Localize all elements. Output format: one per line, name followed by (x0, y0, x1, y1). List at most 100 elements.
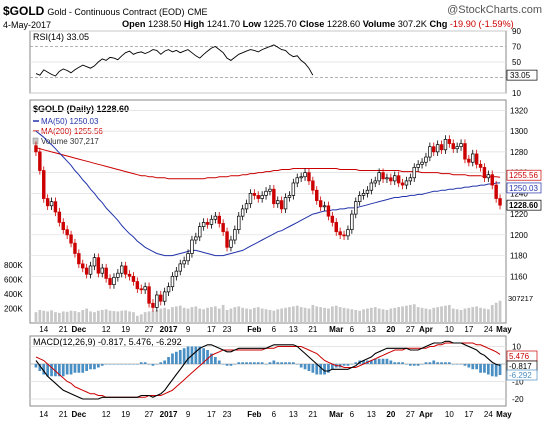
ohlc-readout: Open 1238.50 High 1241.70 Low 1225.70 Cl… (122, 19, 514, 29)
macd-tick-label: -20 (512, 395, 524, 404)
candle-body (350, 213, 354, 231)
volume-bar (389, 308, 393, 323)
volume-bar (307, 308, 311, 323)
macd-histogram-bar (486, 364, 490, 375)
macd-histogram-bar (424, 362, 428, 364)
volume-bar (428, 309, 432, 323)
candle-body (299, 176, 303, 179)
x-tick-label-mid: Mar (329, 325, 343, 334)
macd-histogram-bar (381, 358, 385, 364)
candle-body (361, 192, 366, 196)
x-tick-label-bottom: 14 (39, 410, 48, 419)
volume-bar (96, 310, 100, 323)
ma50-last-label-box (506, 182, 542, 194)
candle-body (100, 267, 104, 274)
x-tick-label-bottom: 23 (223, 410, 232, 419)
volume-bar (139, 314, 143, 323)
macd-histogram-bar (112, 364, 116, 365)
macd-histogram-bar (459, 364, 463, 365)
macd-panel: MACD(12,26,9) -0.817, 5.476, -6.292 -20 -… (29, 335, 538, 407)
volume-bar (276, 309, 280, 323)
volume-bar (217, 308, 221, 323)
x-tick-label-mid: 2017 (160, 325, 178, 334)
volume-bar (416, 307, 420, 323)
legend-volume: Volume 307,217 (41, 137, 99, 146)
candle-body (264, 190, 268, 196)
macd-histogram-bar (186, 346, 190, 364)
macd-histogram-bar (120, 364, 124, 365)
macd-histogram-bar (475, 364, 479, 370)
macd-histogram-bar (291, 362, 295, 364)
volume-bar (397, 307, 401, 323)
macd-tick-label: -10 (512, 378, 524, 387)
volume-bar (54, 312, 57, 323)
candle-body (205, 222, 210, 225)
candle-body (69, 234, 73, 244)
macd-histogram-bar (268, 362, 272, 364)
volume-bar (198, 308, 202, 323)
candle-body (217, 215, 221, 224)
volume-bar (288, 307, 291, 323)
x-tick-label-bottom: 27 (145, 410, 154, 419)
candle-body (283, 197, 288, 210)
macd-histogram-bar (471, 364, 475, 370)
volume-bar (124, 310, 128, 323)
candle-body (428, 146, 432, 158)
candle-body (381, 172, 385, 180)
candle-body (194, 236, 198, 241)
x-tick-label-bottom: 12 (102, 410, 111, 419)
x-tick-label-mid: 21 (308, 325, 317, 334)
low-label: Low (242, 19, 261, 29)
macd-histogram-bar (89, 364, 92, 370)
price-tick-label: 1280 (510, 148, 528, 157)
volume-bar (171, 307, 174, 323)
candle-body (221, 223, 225, 233)
volume-bar (291, 306, 295, 323)
x-tick-label-bottom: 2017 (160, 410, 178, 419)
rsi-last-tag (506, 69, 538, 81)
candle-body (42, 170, 46, 199)
volume-bar (135, 315, 139, 323)
macd-histogram-bar (311, 364, 315, 373)
rsi-tick-label: 10 (512, 89, 521, 98)
candle-body (155, 294, 159, 308)
candle-body (354, 201, 358, 215)
macd-histogram-bar (143, 362, 147, 364)
candle-body (209, 218, 214, 225)
legend-ma50: MA(50) 1250.03 (41, 117, 99, 126)
volume-bar (42, 310, 46, 323)
candle-body (116, 272, 120, 278)
candle-body (178, 263, 182, 272)
close-value: 1228.60 (326, 19, 361, 29)
macd-histogram-bar (93, 364, 96, 370)
volume-bar (73, 311, 77, 323)
price-tick-label: 1200 (510, 231, 528, 240)
candle-body (393, 175, 397, 182)
volume-bar (440, 306, 443, 323)
macd-histogram-bar (369, 360, 373, 364)
volume-bar (65, 311, 69, 323)
candle-body (373, 180, 377, 184)
rsi-tick-label: 50 (512, 58, 521, 67)
macd-histogram-bar (327, 364, 330, 373)
macd-histogram-bar (182, 348, 186, 364)
price-tick-label: 1240 (510, 189, 528, 198)
volume-bar (174, 306, 178, 323)
volume-bar (34, 312, 38, 323)
symbol: $GOLD (3, 4, 45, 18)
volume-bar (155, 310, 159, 323)
macd-histogram-bar (307, 364, 311, 371)
candle-body (38, 151, 42, 171)
macd-histogram-bar (163, 360, 167, 364)
candle-body (123, 265, 128, 275)
candle-body (260, 195, 264, 199)
candle-body (377, 172, 381, 182)
volume-bar (475, 306, 479, 323)
macd-histogram-bar (440, 362, 443, 364)
candle-body (190, 239, 194, 254)
candle-body (135, 281, 140, 290)
macd-histogram-bar (73, 364, 77, 373)
x-tick-label-mid: 23 (223, 325, 232, 334)
volume-bar (202, 309, 206, 323)
